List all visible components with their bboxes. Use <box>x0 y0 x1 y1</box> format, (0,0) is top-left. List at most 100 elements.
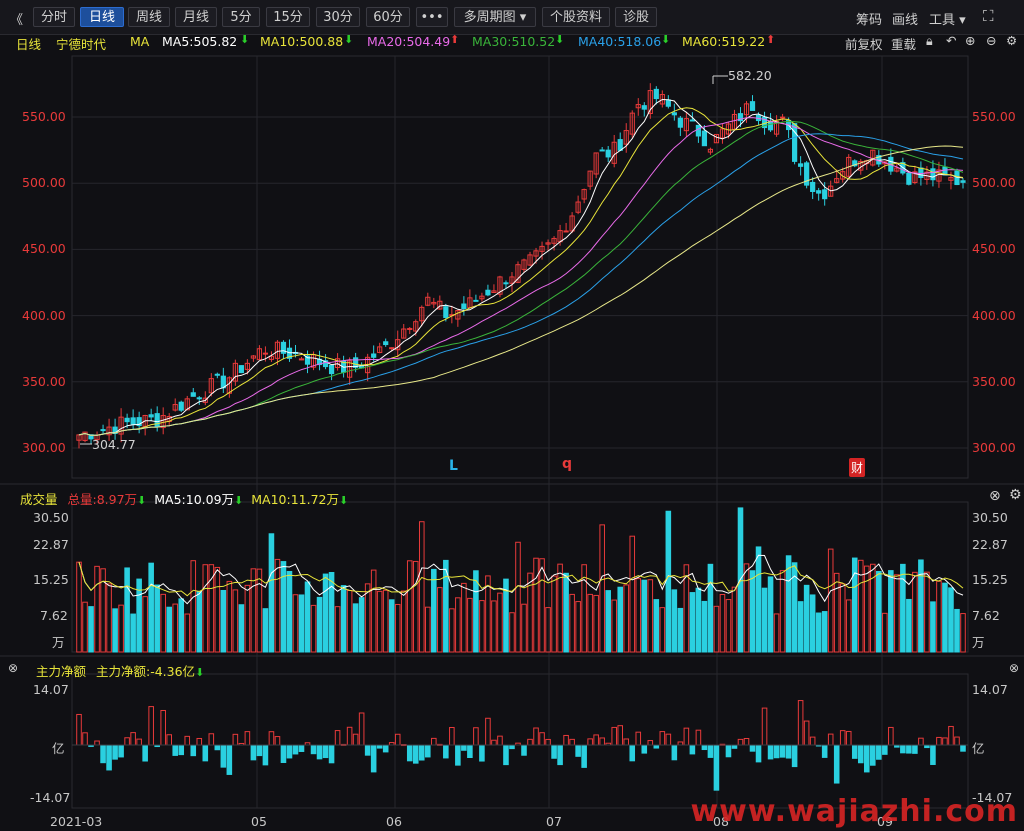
volume-ma10-line <box>78 562 964 597</box>
volume-bar-up <box>449 608 455 653</box>
flow-bar-out <box>857 744 864 764</box>
volume-bar-up <box>743 563 750 653</box>
low-price-label: 304.77 <box>92 437 136 452</box>
price-tick-right: 550.00 <box>972 109 1016 124</box>
vol-tick-left-0: 30.50 <box>33 510 69 525</box>
flow-bar-out <box>521 744 527 756</box>
candle-up <box>533 250 539 257</box>
candle-up <box>828 185 834 197</box>
flow-bar-out <box>250 744 257 761</box>
volume-total-arrow-icon: ⬇ <box>137 494 147 507</box>
flow-bar-out <box>557 744 563 766</box>
candle-down <box>371 353 377 358</box>
volume-close-icon[interactable]: ⊗ <box>989 488 1001 504</box>
candle-up <box>551 237 557 244</box>
volume-bar-up <box>406 560 413 653</box>
flow-bar-out <box>190 744 197 757</box>
candle-up <box>377 346 383 353</box>
multi-period-dropdown[interactable]: 多周期图 ▾ <box>454 7 536 27</box>
volume-bar-up <box>485 575 491 653</box>
candle-down <box>749 101 756 111</box>
flow-bar-in <box>827 733 834 746</box>
volume-bar-down <box>918 559 924 653</box>
reload-button[interactable]: 重载 <box>891 37 917 52</box>
tab-5min[interactable]: 5分 <box>222 7 260 27</box>
flow-header: 主力净额 主力净额:-4.36亿⬇ <box>36 661 204 680</box>
lock-icon[interactable]: 🔒︎ <box>926 33 933 48</box>
tab-15min[interactable]: 15分 <box>266 7 310 27</box>
candle-up <box>491 290 497 293</box>
tools-dropdown[interactable]: 工具 ▾ <box>929 13 966 28</box>
flow-bar-in <box>527 738 533 746</box>
volume-ma10: MA10:11.72万 <box>251 492 339 507</box>
ma20-value: MA20:504.49 <box>367 34 451 49</box>
ma20-arrow-icon: ⬆ <box>450 33 460 46</box>
flow-bar-out <box>876 744 882 760</box>
candle-up <box>713 133 720 144</box>
candle-up <box>497 276 503 295</box>
flow-bar-in <box>244 731 251 746</box>
stock-info-button[interactable]: 个股资料 <box>542 7 610 27</box>
volume-bar-down <box>262 608 269 653</box>
volume-bar-down <box>503 578 509 653</box>
flow-close-icon[interactable]: ⊗ <box>8 661 19 675</box>
fullscreen-icon[interactable]: ⛶ <box>983 7 994 25</box>
candle-up <box>172 404 178 411</box>
flow-bar-out <box>455 744 461 766</box>
volume-bar-down <box>785 555 792 653</box>
flow-bar-out <box>280 744 287 763</box>
diagnose-button[interactable]: 诊股 <box>615 7 657 27</box>
flow-bar-in <box>623 738 630 746</box>
vol-tick-left-4: 万 <box>52 635 65 650</box>
undo-icon[interactable]: ↶ <box>946 33 957 48</box>
flow-bar-in <box>839 730 846 746</box>
volume-bar-down <box>906 598 912 653</box>
tab-intraday[interactable]: 分时 <box>33 7 75 27</box>
candle-up <box>256 348 263 361</box>
volume-bar-up <box>581 564 587 653</box>
volume-bar-down <box>930 601 936 653</box>
tab-monthly[interactable]: 月线 <box>175 7 217 27</box>
event-marker-l[interactable]: L <box>449 458 458 474</box>
volume-bar-down <box>761 587 768 653</box>
flow-close-right-icon[interactable]: ⊗ <box>1009 661 1020 675</box>
vol-tick-left-3: 7.62 <box>40 608 68 623</box>
chips-button[interactable]: 筹码 <box>856 13 883 28</box>
back-icon[interactable]: 《 <box>10 13 24 28</box>
flow-bar-in <box>569 738 575 746</box>
draw-button[interactable]: 画线 <box>892 13 919 28</box>
ma60-arrow-icon: ⬆ <box>766 33 776 46</box>
candle-down <box>154 413 160 428</box>
volume-bar-up <box>527 572 533 653</box>
event-marker-q[interactable]: q <box>562 456 573 472</box>
candle-down <box>792 123 798 162</box>
tab-60min[interactable]: 60分 <box>366 7 410 27</box>
flow-bar-out <box>292 744 299 755</box>
tab-30min[interactable]: 30分 <box>316 7 360 27</box>
zoom-out-icon[interactable]: ⊖ <box>986 33 997 48</box>
volume-settings-icon[interactable]: ⚙ <box>1009 487 1022 503</box>
flow-bar-in <box>809 736 816 746</box>
x-tick-1: 05 <box>251 814 267 829</box>
volume-bar-up <box>683 564 690 653</box>
candle-up <box>509 276 515 284</box>
candle-up <box>587 170 593 187</box>
ma5-line <box>78 98 964 436</box>
candle-up <box>419 306 425 322</box>
flow-bar-out <box>906 744 912 754</box>
zoom-in-icon[interactable]: ⊕ <box>965 33 976 48</box>
financial-report-marker[interactable]: 财 <box>849 458 866 477</box>
volume-bar-down <box>358 597 365 653</box>
settings-icon[interactable]: ⚙ <box>1006 33 1018 48</box>
flow-bar-in <box>533 727 539 746</box>
tab-weekly[interactable]: 周线 <box>128 7 170 27</box>
tab-daily[interactable]: 日线 <box>80 7 124 27</box>
restore-button[interactable]: 前复权 <box>845 37 883 52</box>
price-tick-right: 300.00 <box>972 440 1016 455</box>
more-button[interactable]: ••• <box>416 7 448 27</box>
panel-frame <box>71 673 969 809</box>
volume-bar-up <box>334 606 341 653</box>
volume-ma5-arrow-icon: ⬇ <box>234 494 244 507</box>
flow-bar-out <box>106 744 112 771</box>
